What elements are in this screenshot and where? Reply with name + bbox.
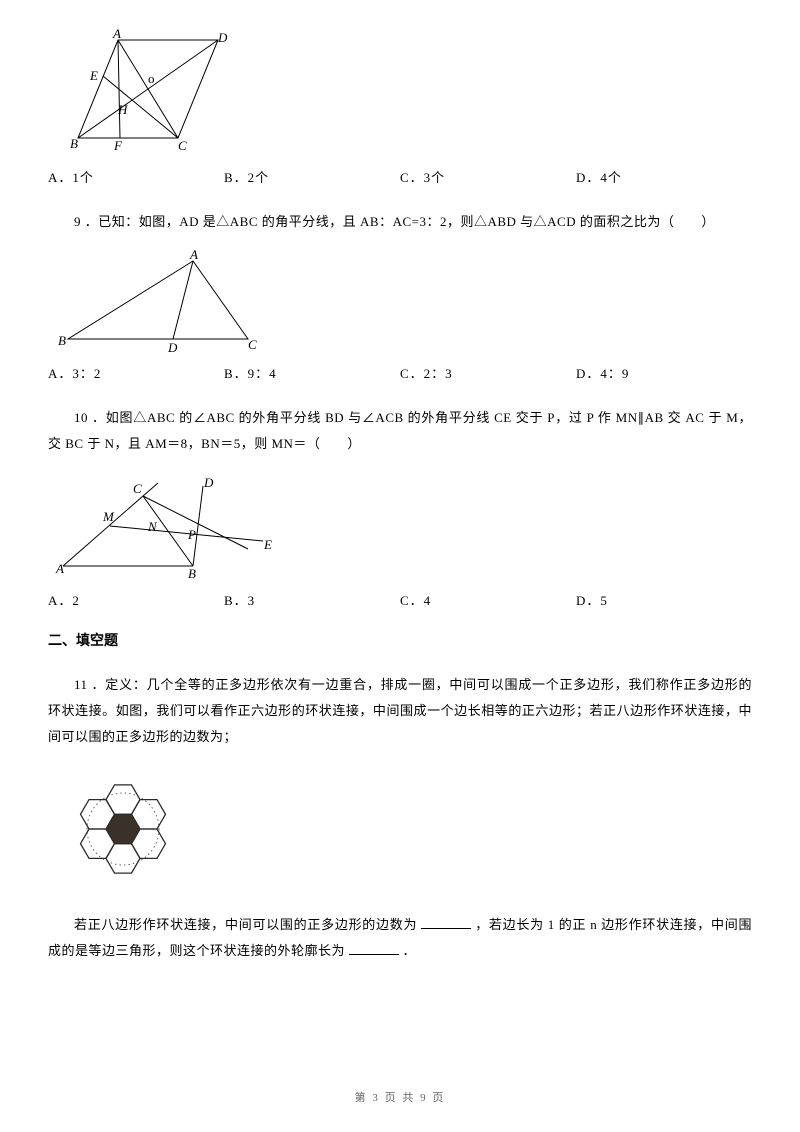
q9-opt-b: B．9：4: [224, 364, 400, 385]
svg-text:A: A: [112, 28, 121, 41]
q10-opt-d: D．5: [576, 591, 752, 612]
q10-opt-a: A．2: [48, 591, 224, 612]
svg-text:N: N: [147, 519, 158, 534]
svg-text:P: P: [187, 527, 196, 542]
q10-options: A．2 B．3 C．4 D．5: [48, 591, 752, 612]
section-2-title: 二、填空题: [48, 631, 752, 653]
q11-svg: [56, 764, 191, 894]
q11-stem-2: 若正八边形作环状连接，中间可以围的正多边形的边数为 ，若边长为 1 的正 n 边…: [48, 912, 752, 964]
q9-opt-d: D．4：9: [576, 364, 752, 385]
svg-text:D: D: [217, 30, 228, 45]
q8-options: A．1个 B．2个 C．3个 D．4个: [48, 168, 752, 189]
svg-text:B: B: [70, 136, 78, 151]
q8-opt-d: D．4个: [576, 168, 752, 189]
svg-text:A: A: [55, 561, 64, 576]
svg-text:H: H: [117, 102, 128, 117]
q8-opt-a: A．1个: [48, 168, 224, 189]
svg-text:C: C: [133, 481, 142, 496]
svg-text:E: E: [89, 68, 98, 83]
page-footer: 第 3 页 共 9 页: [0, 1090, 800, 1108]
q10-opt-c: C．4: [400, 591, 576, 612]
svg-text:E: E: [263, 537, 272, 552]
q9-figure: A B C D: [48, 249, 752, 354]
svg-text:C: C: [178, 138, 187, 153]
q11-text-c: ．: [403, 943, 417, 958]
q9-opt-a: A．3：2: [48, 364, 224, 385]
q10-figure: A B C D E M N P: [48, 471, 752, 581]
q9-options: A．3：2 B．9：4 C．2：3 D．4：9: [48, 364, 752, 385]
q11-figure: [56, 764, 752, 894]
svg-text:B: B: [58, 333, 66, 348]
q11-blank-1[interactable]: [421, 916, 471, 929]
svg-text:o: o: [148, 71, 155, 86]
q11-blank-2[interactable]: [349, 942, 399, 955]
q9-opt-c: C．2：3: [400, 364, 576, 385]
svg-text:B: B: [188, 566, 196, 581]
q10-stem: 10 ．如图△ABC 的∠ABC 的外角平分线 BD 与∠ACB 的外角平分线 …: [48, 405, 752, 457]
svg-text:D: D: [203, 475, 214, 490]
q11-stem-1: 11 ．定义：几个全等的正多边形依次有一边重合，排成一圈，中间可以围成一个正多边…: [48, 672, 752, 750]
q8-svg: A D B C E F H o: [48, 28, 238, 158]
svg-text:F: F: [113, 138, 123, 153]
svg-text:M: M: [102, 509, 115, 524]
q8-opt-c: C．3个: [400, 168, 576, 189]
q8-opt-b: B．2个: [224, 168, 400, 189]
q11-text-a: 若正八边形作环状连接，中间可以围的正多边形的边数为: [74, 917, 417, 932]
q9-svg: A B C D: [48, 249, 268, 354]
svg-text:A: A: [189, 249, 198, 262]
svg-text:C: C: [248, 337, 257, 352]
q10-opt-b: B．3: [224, 591, 400, 612]
q8-figure: A D B C E F H o: [48, 28, 752, 158]
q9-stem: 9 ．已知：如图，AD 是△ABC 的角平分线，且 AB：AC=3：2，则△AB…: [48, 209, 752, 235]
svg-text:D: D: [167, 340, 178, 354]
q10-svg: A B C D E M N P: [48, 471, 278, 581]
